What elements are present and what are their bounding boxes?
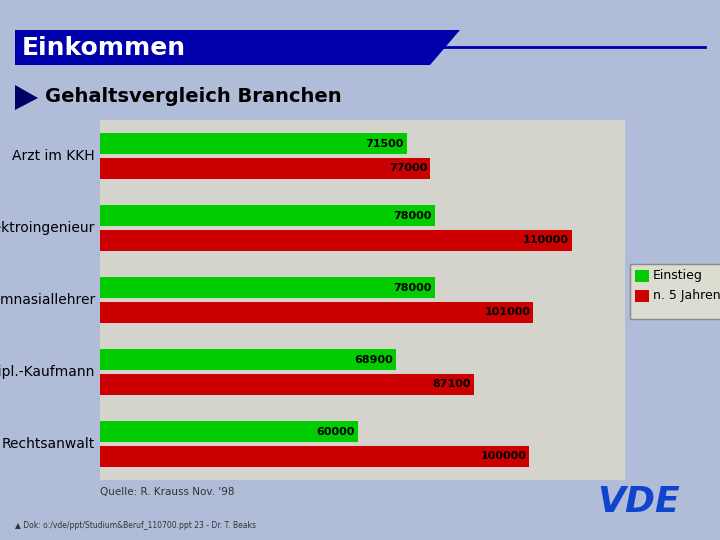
Text: Rechtsanwalt: Rechtsanwalt <box>1 437 95 451</box>
FancyBboxPatch shape <box>100 302 534 323</box>
Bar <box>635 270 649 282</box>
FancyBboxPatch shape <box>100 349 396 370</box>
FancyBboxPatch shape <box>100 374 474 395</box>
Bar <box>635 290 649 302</box>
Text: 71500: 71500 <box>366 139 404 148</box>
Text: 78000: 78000 <box>393 211 432 220</box>
Text: Quelle: R. Krauss Nov. '98: Quelle: R. Krauss Nov. '98 <box>100 487 235 497</box>
Text: 87100: 87100 <box>432 380 471 389</box>
Text: Elektroingenieur: Elektroingenieur <box>0 221 95 235</box>
FancyBboxPatch shape <box>100 277 435 299</box>
Text: 68900: 68900 <box>354 355 392 365</box>
Bar <box>100 120 625 480</box>
FancyBboxPatch shape <box>100 133 407 154</box>
Polygon shape <box>15 30 460 65</box>
FancyBboxPatch shape <box>100 158 431 179</box>
Text: ▲ Dok: o:/vde/ppt/Studium&Beruf_110700.ppt 23 - Dr. T. Beaks: ▲ Dok: o:/vde/ppt/Studium&Beruf_110700.p… <box>15 521 256 530</box>
FancyBboxPatch shape <box>100 421 358 442</box>
Text: VDE: VDE <box>598 485 680 519</box>
Bar <box>630 264 720 319</box>
Text: 101000: 101000 <box>485 307 531 318</box>
Text: n. 5 Jahren: n. 5 Jahren <box>653 289 720 302</box>
Text: 77000: 77000 <box>389 164 428 173</box>
Text: Einkommen: Einkommen <box>22 36 186 60</box>
Text: Arzt im KKH: Arzt im KKH <box>12 149 95 163</box>
Text: Gehaltsvergleich Branchen: Gehaltsvergleich Branchen <box>45 87 341 106</box>
Text: 60000: 60000 <box>316 427 354 436</box>
Polygon shape <box>15 85 38 110</box>
Text: 100000: 100000 <box>480 451 526 461</box>
FancyBboxPatch shape <box>100 205 435 226</box>
Text: Gymnasiallehrer: Gymnasiallehrer <box>0 293 95 307</box>
Text: 78000: 78000 <box>393 282 432 293</box>
FancyBboxPatch shape <box>100 446 529 467</box>
Text: Dipl.-Kaufmann: Dipl.-Kaufmann <box>0 365 95 379</box>
Text: 110000: 110000 <box>523 235 569 245</box>
FancyBboxPatch shape <box>100 230 572 251</box>
Text: Einstieg: Einstieg <box>653 269 703 282</box>
